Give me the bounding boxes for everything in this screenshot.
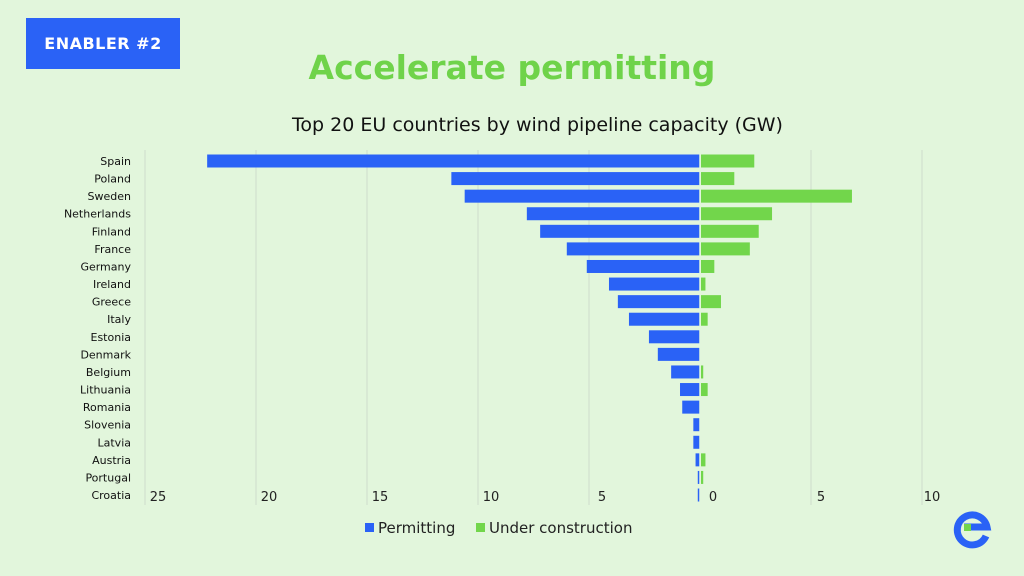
category-label: Italy <box>107 313 131 326</box>
bar-permitting <box>617 295 700 309</box>
category-label: Poland <box>94 173 131 186</box>
bar-permitting <box>648 330 700 344</box>
x-tick-label: 20 <box>261 490 278 505</box>
bar-permitting <box>451 172 700 186</box>
bar-under-construction <box>701 189 852 203</box>
category-label: Estonia <box>91 331 132 344</box>
category-label: Denmark <box>80 348 131 361</box>
bar-permitting <box>540 224 700 238</box>
bar-under-construction <box>701 224 759 238</box>
bar-under-construction <box>701 259 715 273</box>
bar-permitting <box>586 259 700 273</box>
bar-permitting <box>464 189 700 203</box>
bar-under-construction <box>701 172 735 186</box>
bar-permitting <box>608 277 700 291</box>
legend-swatch-permitting <box>365 523 374 532</box>
category-label: Sweden <box>88 190 131 203</box>
page-title: Accelerate permitting <box>308 48 716 87</box>
bar-under-construction <box>701 312 708 326</box>
category-label: France <box>94 243 131 256</box>
category-label: Croatia <box>91 489 131 502</box>
x-tick-label: 5 <box>598 490 606 505</box>
bar-permitting <box>566 242 700 256</box>
bar-under-construction <box>701 207 773 221</box>
x-tick-label: 10 <box>483 490 500 505</box>
x-tick-label: 5 <box>817 490 825 505</box>
bar-permitting <box>680 383 700 397</box>
bar-permitting <box>695 453 700 467</box>
category-label: Romania <box>83 401 131 414</box>
bar-permitting <box>671 365 700 379</box>
bar-under-construction <box>701 470 704 484</box>
category-label: Slovenia <box>84 419 131 432</box>
category-label: Belgium <box>86 366 131 379</box>
bar-permitting <box>628 312 700 326</box>
category-label: Ireland <box>93 278 131 291</box>
bar-under-construction <box>701 295 721 309</box>
legend-label-under-construction: Under construction <box>489 519 632 537</box>
bar-permitting <box>526 207 700 221</box>
bar-permitting <box>682 400 700 414</box>
bar-under-construction <box>701 453 706 467</box>
bar-permitting <box>697 470 700 484</box>
category-label: Lithuania <box>80 384 131 397</box>
category-label: Greece <box>92 296 131 309</box>
category-label: Portugal <box>85 471 131 484</box>
category-label: Finland <box>92 225 131 238</box>
bar-under-construction <box>701 383 708 397</box>
category-label: Germany <box>80 260 131 273</box>
x-tick-label: 0 <box>709 490 717 505</box>
bar-under-construction <box>701 277 706 291</box>
bar-under-construction <box>701 365 704 379</box>
category-label: Netherlands <box>64 208 131 221</box>
x-tick-label: 25 <box>150 490 167 505</box>
enabler-badge: ENABLER #2 <box>26 18 180 69</box>
logo-icon <box>953 511 992 549</box>
x-tick-label: 15 <box>372 490 389 505</box>
bar-under-construction <box>701 154 755 168</box>
bar-permitting <box>693 418 700 432</box>
bar-permitting <box>693 435 700 449</box>
legend-label-permitting: Permitting <box>378 519 455 537</box>
bar-permitting <box>207 154 700 168</box>
bar-permitting <box>697 488 700 502</box>
category-label: Latvia <box>98 436 132 449</box>
category-label: Spain <box>100 155 131 168</box>
chart-title: Top 20 EU countries by wind pipeline cap… <box>292 114 783 136</box>
legend-swatch-under-construction <box>476 523 485 532</box>
bar-permitting <box>657 347 700 361</box>
x-tick-label: 10 <box>924 490 941 505</box>
category-label: Austria <box>92 454 131 467</box>
bar-under-construction <box>701 242 750 256</box>
